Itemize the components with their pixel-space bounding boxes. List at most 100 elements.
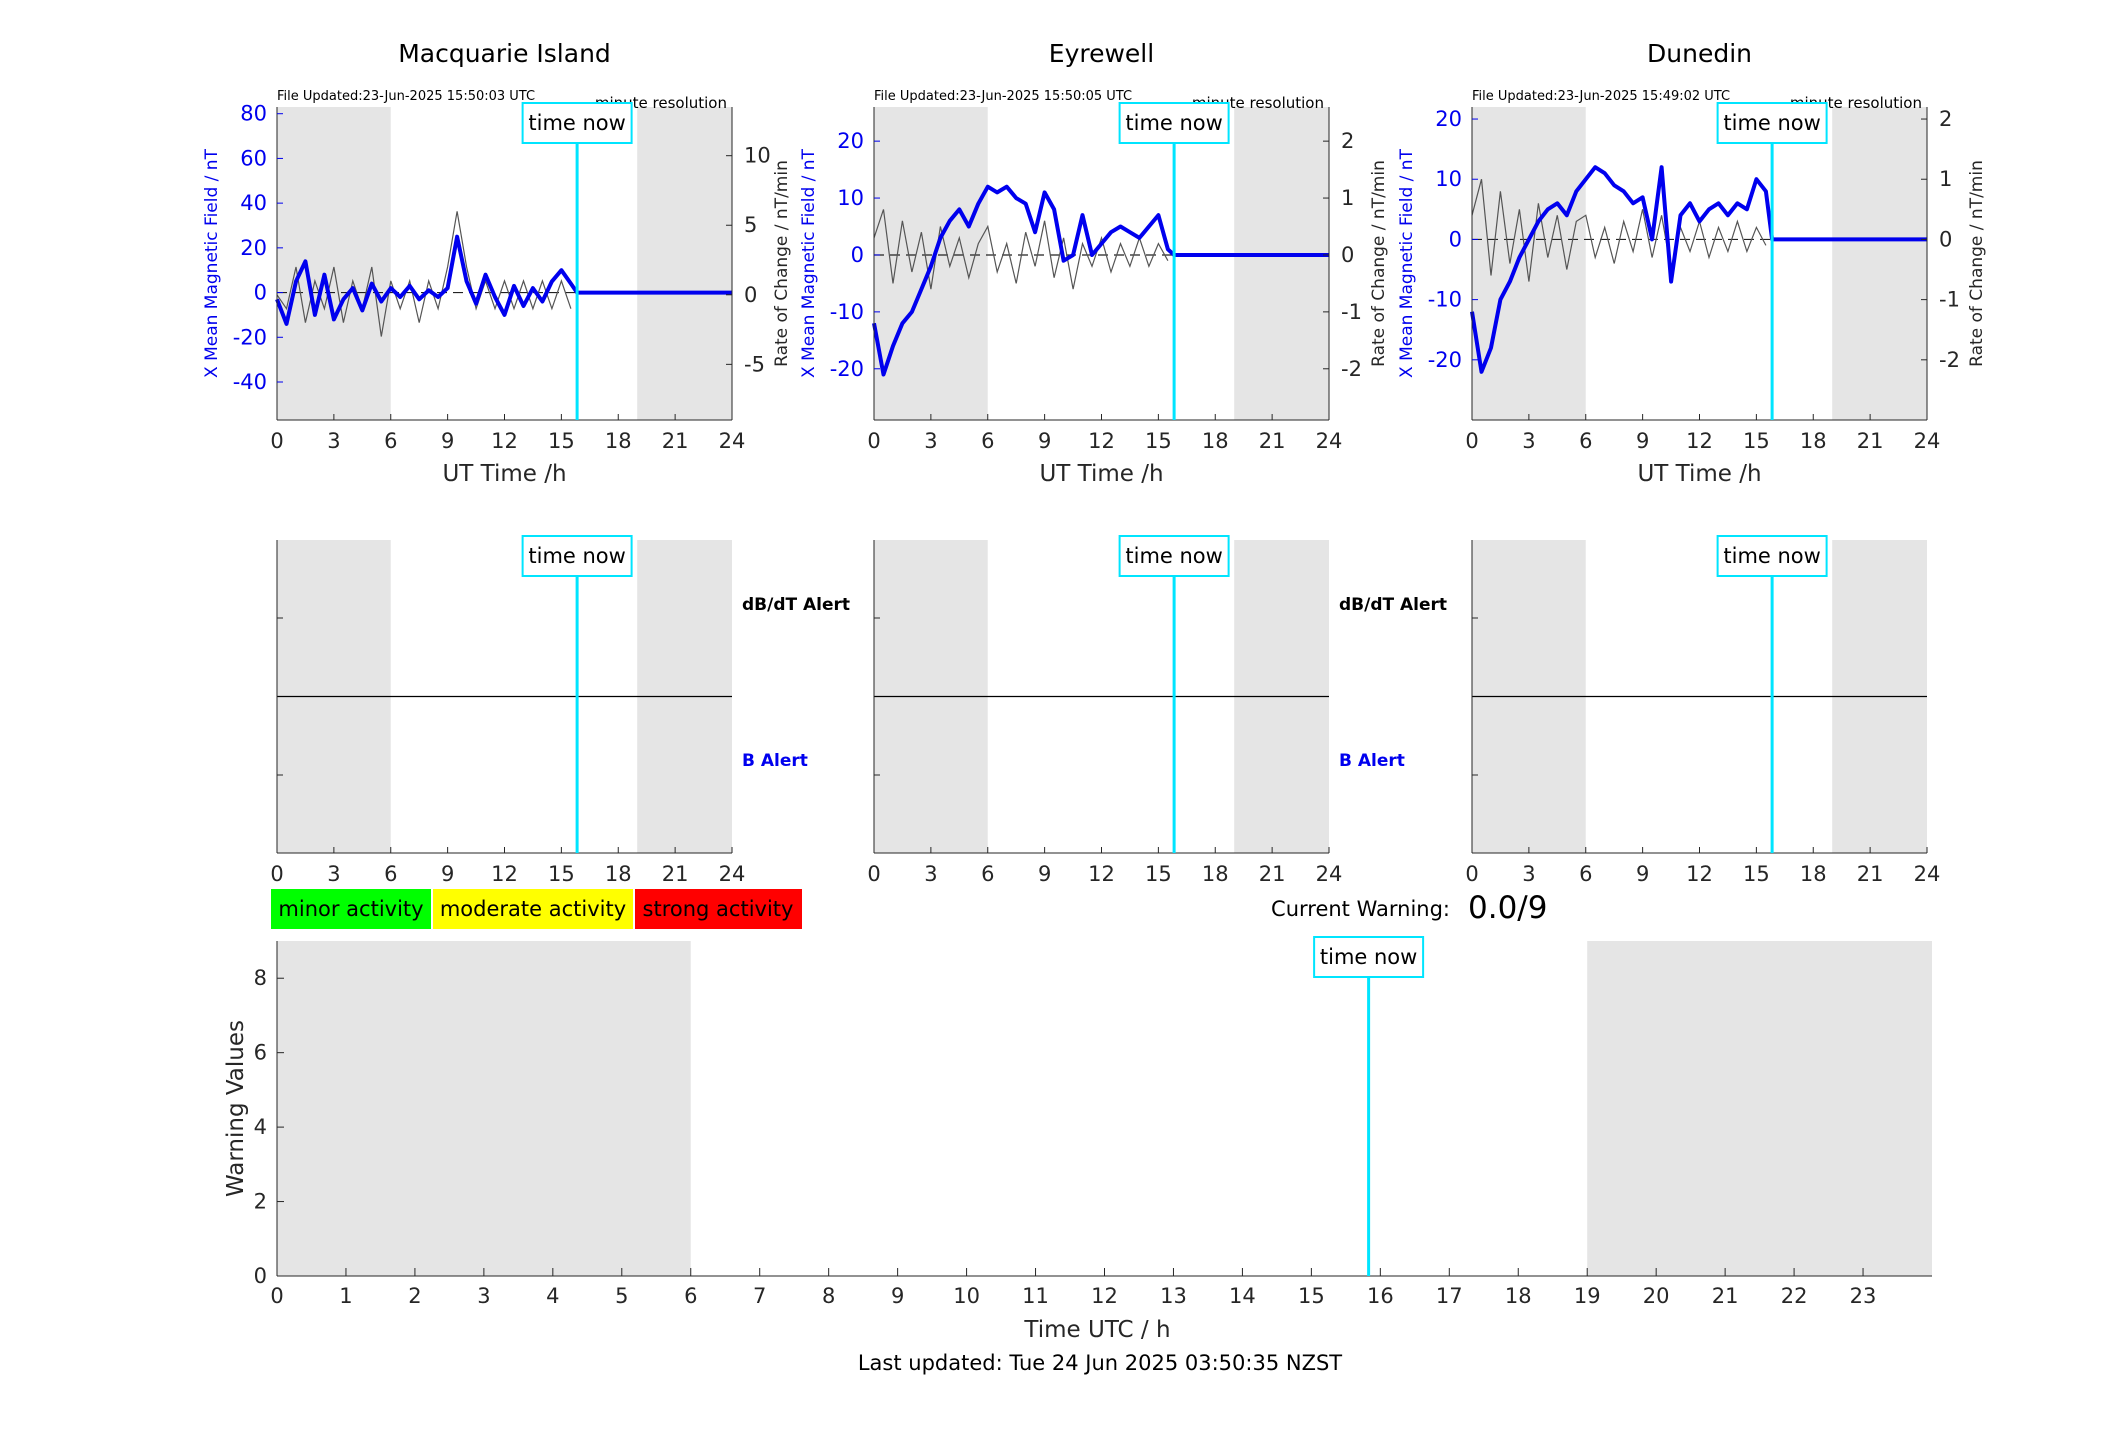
time-now-box <box>1118 102 1230 144</box>
y-left-tick-label: -20 <box>233 325 267 349</box>
x-tick-label: 23 <box>1850 1284 1877 1308</box>
time-now-label: time now <box>1320 945 1417 969</box>
x-tick-label: 19 <box>1574 1284 1601 1308</box>
x-tick-label: 18 <box>605 429 632 453</box>
time-now-label: time now <box>1125 544 1222 568</box>
x-tick-label: 3 <box>924 862 937 886</box>
x-tick-label: 21 <box>662 429 689 453</box>
last-updated: Last updated: Tue 24 Jun 2025 03:50:35 N… <box>858 1351 1342 1375</box>
x-tick-label: 16 <box>1367 1284 1394 1308</box>
y-left-tick-label: -10 <box>830 300 864 324</box>
right-axis-label: Rate of Change / nT/min <box>1369 160 1389 367</box>
y-right-tick-label: 0 <box>1939 227 1952 251</box>
y-right-tick-label: -2 <box>1939 348 1960 372</box>
y-left-tick-label: 20 <box>837 129 864 153</box>
dbdt-alert-label: dB/dT Alert <box>1339 595 1447 615</box>
y-tick-label: 8 <box>254 966 267 990</box>
x-tick-label: 18 <box>1800 429 1827 453</box>
y-left-tick-label: 10 <box>1435 167 1462 191</box>
night-band <box>1587 941 1932 1276</box>
x-tick-label: 24 <box>1914 862 1941 886</box>
x-axis-label: UT Time /h <box>1039 461 1163 487</box>
x-tick-label: 9 <box>1038 429 1051 453</box>
night-band <box>1832 107 1927 420</box>
x-tick-label: 15 <box>1743 862 1770 886</box>
x-tick-label: 22 <box>1781 1284 1808 1308</box>
time-now-label: time now <box>528 544 625 568</box>
station-title: Macquarie Island <box>398 39 611 68</box>
x-tick-label: 8 <box>822 1284 835 1308</box>
night-band <box>277 107 391 420</box>
x-tick-label: 21 <box>1259 862 1286 886</box>
x-tick-label: 3 <box>924 429 937 453</box>
station-title: Eyrewell <box>1049 39 1154 68</box>
rate-of-change-series <box>873 209 1169 290</box>
time-now-label: time now <box>1125 111 1222 135</box>
y-tick-label: 4 <box>254 1115 267 1139</box>
time-now-box <box>1716 102 1828 144</box>
file-updated-label: File Updated:23-Jun-2025 15:50:03 UTC <box>277 89 535 104</box>
y-left-tick-label: 20 <box>240 236 267 260</box>
x-tick-label: 7 <box>753 1284 766 1308</box>
x-axis-label: UT Time /h <box>442 461 566 487</box>
y-left-tick-label: 0 <box>851 243 864 267</box>
time-now-box <box>1716 535 1828 577</box>
y-left-tick-label: 60 <box>240 146 267 170</box>
y-tick-label: 2 <box>254 1190 267 1214</box>
x-tick-label: 21 <box>1259 429 1286 453</box>
x-tick-label: 3 <box>477 1284 490 1308</box>
x-tick-label: 15 <box>1145 429 1172 453</box>
x-tick-label: 6 <box>1579 429 1592 453</box>
x-tick-label: 3 <box>1522 862 1535 886</box>
y-left-tick-label: -40 <box>233 370 267 394</box>
x-tick-label: 21 <box>1857 862 1884 886</box>
time-now-box <box>1313 936 1425 978</box>
x-tick-label: 0 <box>867 429 880 453</box>
x-tick-label: 21 <box>662 862 689 886</box>
time-now-box <box>521 535 633 577</box>
b-alert-label: B Alert <box>1339 751 1405 771</box>
x-tick-label: 15 <box>1743 429 1770 453</box>
y-left-tick-label: -20 <box>1428 348 1462 372</box>
y-right-tick-label: -5 <box>744 352 765 376</box>
y-right-tick-label: -1 <box>1341 300 1362 324</box>
y-left-tick-label: 0 <box>254 281 267 305</box>
left-axis-label: X Mean Magnetic Field / nT <box>1397 148 1417 378</box>
x-tick-label: 12 <box>1088 862 1115 886</box>
x-tick-label: 10 <box>953 1284 980 1308</box>
y-right-tick-label: 0 <box>744 283 757 307</box>
legend-minor-swatch <box>271 889 431 929</box>
legend-moderate-swatch <box>433 889 633 929</box>
legend-strong-swatch <box>635 889 802 929</box>
time-now-label: time now <box>1723 544 1820 568</box>
x-axis-label: UT Time /h <box>1637 461 1761 487</box>
x-tick-label: 0 <box>270 862 283 886</box>
alert-plot-macquarie: dB/dT Alert B Alert 0 3 6 9 12 15 18 21 24 time now <box>270 535 850 886</box>
x-tick-label: 9 <box>891 1284 904 1308</box>
current-warning-value: 0.0/9 <box>1468 890 1547 926</box>
b-alert-label: B Alert <box>742 751 808 771</box>
legend-moderate-label: moderate activity <box>440 897 626 921</box>
rate-of-change-series <box>1471 179 1767 282</box>
x-tick-label: 15 <box>1298 1284 1325 1308</box>
x-tick-label: 12 <box>491 862 518 886</box>
legend-minor-label: minor activity <box>278 897 423 921</box>
x-tick-label: 6 <box>384 429 397 453</box>
x-tick-label: 12 <box>1686 429 1713 453</box>
x-tick-label: 4 <box>546 1284 559 1308</box>
x-tick-label: 20 <box>1643 1284 1670 1308</box>
x-tick-label: 0 <box>867 862 880 886</box>
y-right-tick-label: 2 <box>1939 107 1952 131</box>
x-tick-label: 0 <box>1465 862 1478 886</box>
x-tick-label: 15 <box>548 429 575 453</box>
x-tick-label: 11 <box>1022 1284 1049 1308</box>
x-tick-label: 24 <box>1316 429 1343 453</box>
x-tick-label: 18 <box>1800 862 1827 886</box>
x-tick-label: 3 <box>327 429 340 453</box>
x-tick-label: 24 <box>1914 429 1941 453</box>
x-tick-label: 0 <box>270 429 283 453</box>
